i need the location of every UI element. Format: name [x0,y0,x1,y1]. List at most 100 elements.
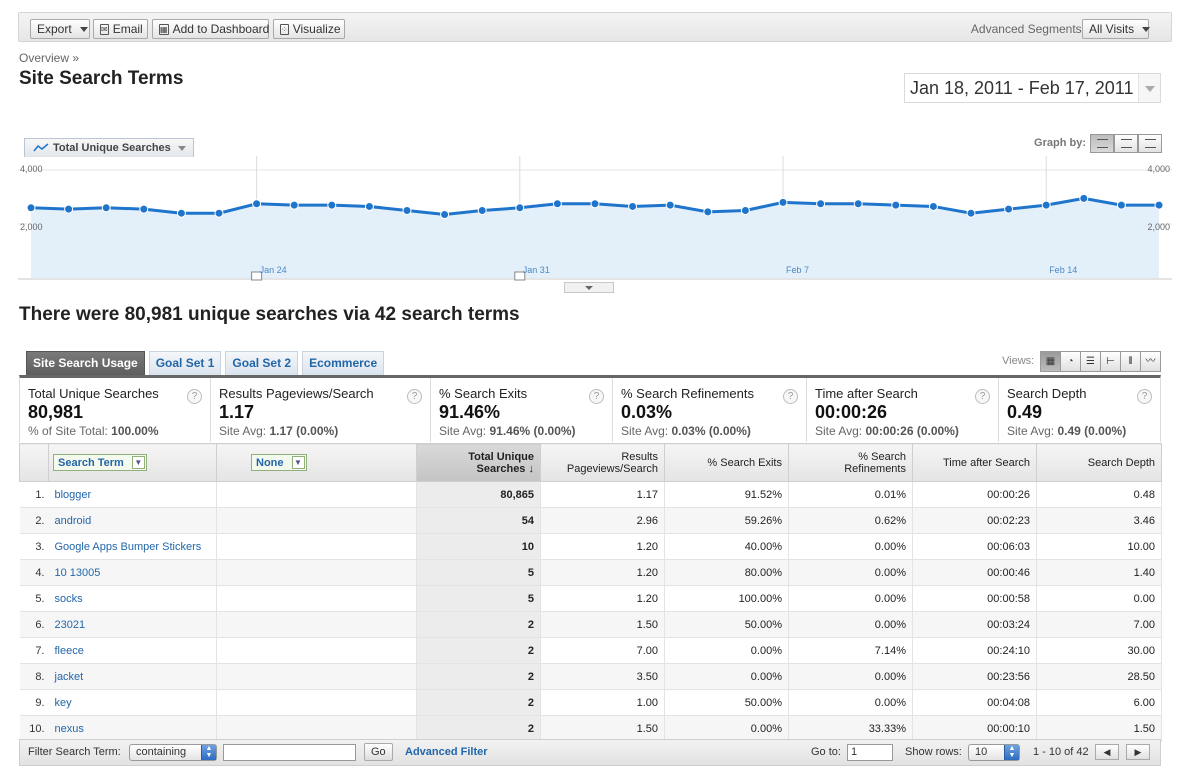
table-footer: Filter Search Term: containing ▲ ▼ Go Adva… [19,739,1161,766]
chevron-down-icon [177,146,186,151]
envelope-icon: ✉ [100,23,109,35]
header-total-unique-searches[interactable]: Total Unique Searches ↓ [416,443,541,482]
header-search-depth[interactable]: Search Depth [1036,443,1162,482]
header-search-exits[interactable]: % Search Exits [664,443,789,482]
data-point [64,204,74,214]
goto-input[interactable]: 1 [847,744,893,761]
search-term-link[interactable]: jacket [48,663,217,690]
add-to-dashboard-button[interactable]: ▦ Add to Dashboard [152,19,269,39]
chevron-down-icon[interactable] [1138,74,1160,102]
cell-search-exits: 80.00% [664,559,789,586]
cell-search-exits: 100.00% [664,585,789,612]
scorecard-label: % Search Exits [439,386,528,401]
scorecard-value: 80,981 [28,402,84,422]
segments-dropdown[interactable]: All Visits [1082,19,1151,39]
scorecard-label: Results Pageviews/Search [219,386,374,401]
header-label: Total Unique Searches [468,450,534,475]
graph-by-week-button[interactable] [1114,134,1138,153]
primary-dimension-label: Search Term [58,456,124,469]
header-search-refinements[interactable]: % Search Refinements [788,443,913,482]
secondary-dimension-cell [216,611,417,638]
page-title: Site Search Terms [19,68,184,89]
help-icon[interactable]: ? [589,389,604,404]
search-term-link[interactable]: Google Apps Bumper Stickers [48,533,217,560]
visualize-button[interactable]: ⁘ Visualize [273,19,345,39]
help-icon[interactable]: ? [1137,389,1152,404]
help-icon[interactable]: ? [783,389,798,404]
header-time-after-search[interactable]: Time after Search [912,443,1037,482]
filter-label: Filter Search Term: [28,746,121,758]
cell-search-refinements: 0.00% [788,689,913,716]
search-term-link[interactable]: 10 13005 [48,559,217,586]
graph-metric-selector[interactable]: Total Unique Searches [24,138,194,157]
data-point [740,206,750,215]
tab-ecommerce[interactable]: Ecommerce [302,351,385,375]
search-term-link[interactable]: fleece [48,637,217,664]
metric-group-tabs: Site Search Usage Goal Set 1 Goal Set 2 … [26,351,385,375]
data-point [703,207,713,217]
cell-search-refinements: 7.14% [788,637,913,664]
data-point [176,208,186,218]
data-point [628,201,638,211]
date-range-picker[interactable]: Jan 18, 2011 - Feb 17, 2011 [904,73,1161,103]
report-frame: Export ✉ Email ▦ Add to Dashboard ⁘ Visuali… [11,0,1173,778]
filter-go-button[interactable]: Go [364,743,393,761]
cell-time-after-search: 00:24:10 [912,637,1037,664]
collapse-graph-toggle[interactable] [564,282,614,293]
y-tick-right-top: 4,000 [1147,164,1170,174]
previous-page-icon[interactable]: ◀ [1095,744,1119,760]
email-button[interactable]: ✉ Email [93,19,148,39]
scorecard-sub-value: 100.00% [111,424,159,438]
pivot-view-icon[interactable]: 〰 [1140,351,1161,372]
header-results-pageviews[interactable]: Results Pageviews/Search [540,443,665,482]
breadcrumb[interactable]: Overview » [19,51,80,65]
cell-search-refinements: 0.00% [788,611,913,638]
graph-by-day-button[interactable] [1090,134,1114,153]
export-button[interactable]: Export [30,19,90,39]
cell-search-exits: 40.00% [664,533,789,560]
y-tick-right-mid: 2,000 [1147,222,1170,232]
term-cloud-view-icon[interactable]: ⦀ [1120,351,1141,372]
performance-view-icon[interactable]: ☰ [1080,351,1101,372]
secondary-dimension-select[interactable]: None ▼ [251,454,307,471]
trend-chart-svg [18,156,1172,281]
table-row: 1. blogger 80,865 1.17 91.52% 0.01% 00:00:26 0.… [19,481,1162,508]
tab-goal-set-1[interactable]: Goal Set 1 [148,351,222,375]
help-icon[interactable]: ? [187,389,202,404]
search-term-link[interactable]: 23021 [48,611,217,638]
chevron-down-icon: ▼ [291,456,305,469]
advanced-filter-link[interactable]: Advanced Filter [405,746,488,758]
data-point [26,203,36,213]
search-term-link[interactable]: blogger [48,481,217,508]
search-term-link[interactable]: android [48,507,217,534]
search-term-link[interactable]: socks [48,585,217,612]
scorecard-sub-prefix: % of Site Total: [28,424,112,438]
scorecard-value: 91.46% [439,402,501,422]
graph-by-month-button[interactable] [1138,134,1162,153]
scorecard-sub-value: 91.46% (0.00%) [489,424,576,438]
primary-dimension-select[interactable]: Search Term ▼ [53,454,147,471]
scorecard-search-depth: Search Depth 0.49 Site Avg: 0.49 (0.00%)… [999,378,1160,442]
scorecard-label: Time after Search [815,386,918,401]
search-term-link[interactable]: nexus [48,715,217,742]
filter-input[interactable] [223,744,356,761]
search-terms-table: Search Term ▼ None ▼ Total Unique Searches… [19,443,1162,742]
table-view-icon[interactable]: ▦ [1040,351,1061,372]
filter-mode-select[interactable]: containing ▲ ▼ [129,744,217,761]
scorecard-sub-value: 00:00:26 (0.00%) [865,424,959,438]
next-page-icon[interactable]: ▶ [1126,744,1150,760]
tab-site-search-usage[interactable]: Site Search Usage [26,351,145,375]
x-tick-label: Feb 14 [1049,265,1078,275]
scorecard-value: 0.49 [1007,402,1043,422]
show-rows-select[interactable]: 10 ▲ ▼ [968,744,1020,761]
header-index [19,443,49,482]
cell-search-depth: 3.46 [1036,507,1162,534]
data-point [778,197,788,207]
help-icon[interactable]: ? [407,389,422,404]
week-icon [1121,139,1132,148]
tab-goal-set-2[interactable]: Goal Set 2 [225,351,299,375]
pie-view-icon[interactable]: ◔ [1060,351,1081,372]
comparison-view-icon[interactable]: ⊢ [1100,351,1121,372]
help-icon[interactable]: ? [975,389,990,404]
search-term-link[interactable]: key [48,689,217,716]
